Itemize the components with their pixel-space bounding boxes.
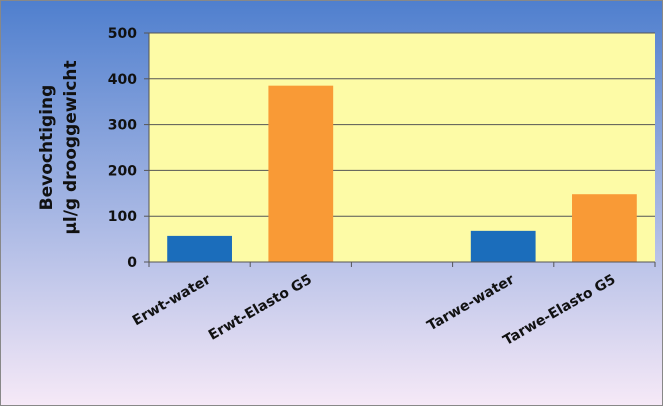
y-tick-label: 300: [108, 118, 137, 134]
y-tick-label: 0: [127, 255, 137, 271]
bar: [470, 230, 536, 262]
plot-area: [149, 33, 655, 262]
gridlines: [144, 32, 655, 263]
y-tick-label: 100: [108, 209, 137, 225]
y-tick-label: 500: [108, 26, 137, 42]
y-axis-label-line-1: Bevochtiging: [37, 85, 57, 211]
y-tick-labels: 0 100 200 300 400 500: [108, 26, 137, 271]
axes: [148, 33, 656, 267]
bar: [572, 194, 637, 262]
y-tick-label: 400: [108, 72, 137, 88]
y-axis-label-line-2: µl/g drooggewicht: [61, 60, 81, 234]
bars: [167, 85, 637, 262]
bar: [167, 235, 232, 262]
y-tick-label: 200: [108, 163, 137, 179]
bar: [268, 85, 334, 262]
